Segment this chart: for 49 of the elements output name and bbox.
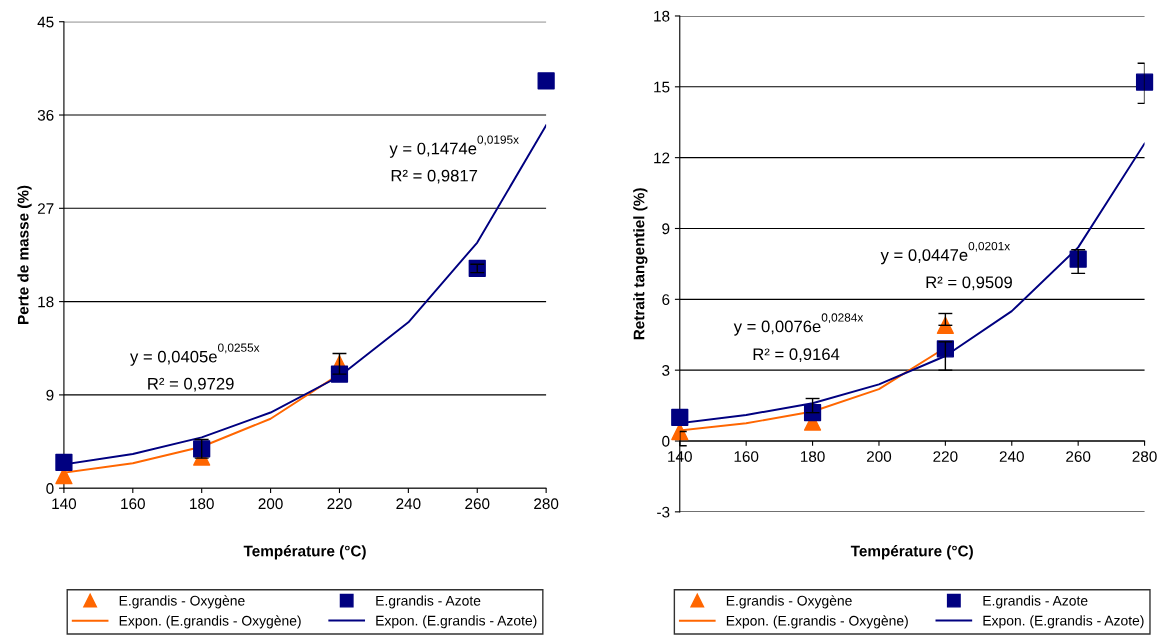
y-tick-label: 0 <box>46 483 54 494</box>
x-tick-label: 180 <box>800 451 825 462</box>
y-tick-label: 45 <box>37 16 54 28</box>
x-tick-label: 260 <box>465 498 490 510</box>
y-tick-label: 18 <box>654 10 670 22</box>
x-tick-label: 280 <box>534 498 559 510</box>
annotation: R² = 0,9509 <box>926 276 1012 291</box>
legend-label: Expon. (E.grandis - Azote) <box>376 615 537 629</box>
x-axis-title: Température (°C) <box>243 545 366 560</box>
legend-label: E.grandis - Oxygène <box>119 595 245 609</box>
x-tick-label: 240 <box>999 451 1024 462</box>
y-tick-label: 12 <box>654 152 670 164</box>
legend-label: Expon. (E.grandis - Oxygène) <box>726 615 908 629</box>
annotation: y = 0,0447e0,0201x <box>880 241 1011 265</box>
y-axis-title: Perte de masse (%) <box>17 185 32 324</box>
y-tick-label: 15 <box>654 81 670 93</box>
legend-label: Expon. (E.grandis - Azote) <box>983 615 1144 629</box>
legend-label: E.grandis - Azote <box>983 595 1088 609</box>
y-tick-label: 9 <box>662 223 670 235</box>
x-tick-label: 160 <box>734 451 759 462</box>
y-tick-label: 0 <box>662 435 670 447</box>
x-tick-label: 280 <box>1132 451 1157 462</box>
y-tick-label: 6 <box>662 294 670 306</box>
annotation: R² = 0,9164 <box>753 348 840 363</box>
x-tick-label: 220 <box>933 451 958 462</box>
y-tick-label: 18 <box>38 296 54 308</box>
y-tick-label: 3 <box>662 365 670 376</box>
x-tick-label: 200 <box>258 498 283 510</box>
legend-label: Expon. (E.grandis - Oxygène) <box>119 615 301 629</box>
legend-label: E.grandis - Azote <box>376 595 481 609</box>
x-tick-label: 200 <box>866 451 892 462</box>
annotation: R² = 0,9817 <box>391 169 478 184</box>
annotation: y = 0,0076e0,0284x <box>733 313 864 336</box>
y-axis-title: Retrait tangentiel (%) <box>633 188 648 340</box>
x-tick-label: 140 <box>52 498 77 510</box>
x-tick-label: 160 <box>121 498 145 510</box>
y-tick-label: 36 <box>37 109 54 121</box>
y-tick-label: 27 <box>37 203 54 214</box>
x-tick-label: 240 <box>396 498 421 510</box>
annotation: y = 0,0405e0,0255x <box>130 343 260 366</box>
legend-label: E.grandis - Oxygène <box>726 595 852 609</box>
y-tick-label: -3 <box>657 506 670 518</box>
x-axis-title: Température (°C) <box>850 545 973 560</box>
annotation: R² = 0,9729 <box>148 377 234 392</box>
x-tick-label: 220 <box>327 498 352 510</box>
x-tick-label: 180 <box>190 498 214 510</box>
annotation: y = 0,1474e0,0195x <box>389 135 519 158</box>
y-tick-label: 9 <box>46 389 54 401</box>
x-tick-label: 260 <box>1066 451 1091 462</box>
